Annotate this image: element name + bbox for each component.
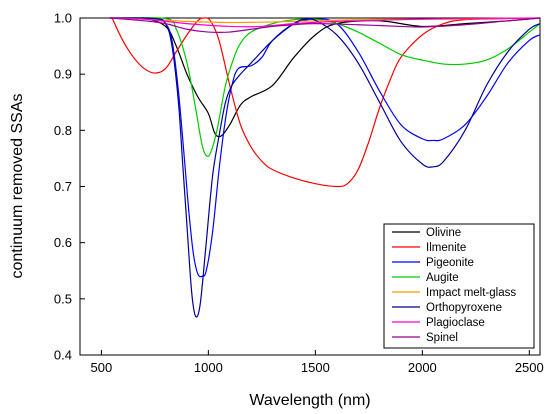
legend-items: Olivine Ilmenite Pigeonite Augite Impact mel…: [392, 227, 516, 344]
x-tick-label: 1000: [194, 360, 223, 375]
axis-ticks: 500 1000 1500 2000 2500 0.4 0.5 0.6 0.7 0.8 0.9 1.0: [54, 11, 544, 376]
legend-label-spinel: Spinel: [426, 332, 458, 344]
y-axis-title: continuum removed SSAs: [9, 94, 26, 279]
series-line-spinel: [109, 17, 541, 33]
series-line-pigeonite: [109, 17, 541, 278]
series-line-plagioclase: [109, 17, 541, 28]
series-line-augite: [109, 16, 541, 158]
x-tick-label: 500: [91, 360, 113, 375]
x-axis-title: Wavelength (nm): [249, 392, 370, 409]
x-tick-label: 1500: [301, 360, 330, 375]
series-layer: [109, 16, 541, 318]
legend-label-plagioclase: Plagioclase: [426, 317, 485, 329]
y-tick-label: 0.7: [54, 179, 72, 194]
legend-label-olivine: Olivine: [426, 227, 461, 239]
y-tick-label: 0.9: [54, 67, 72, 82]
y-tick-label: 0.6: [54, 235, 72, 250]
series-line-olivine: [109, 17, 541, 138]
x-tick-label: 2500: [515, 360, 544, 375]
legend-label-pigeonite: Pigeonite: [426, 257, 474, 269]
legend: Olivine Ilmenite Pigeonite Augite Impact mel…: [383, 223, 535, 349]
legend-label-impact-melt-glass: Impact melt-glass: [426, 287, 516, 299]
y-tick-label: 0.5: [54, 291, 72, 306]
legend-label-orthopyroxene: Orthopyroxene: [426, 302, 502, 314]
legend-label-ilmenite: Ilmenite: [426, 242, 466, 254]
y-tick-label: 0.8: [54, 123, 72, 138]
y-tick-label: 0.4: [54, 348, 72, 363]
legend-label-augite: Augite: [426, 272, 459, 284]
legend-box: [383, 223, 535, 349]
y-tick-label: 1.0: [54, 11, 72, 26]
series-line-orthopyroxene: [109, 17, 541, 318]
x-tick-label: 2000: [408, 360, 437, 375]
series-line-ilmenite: [111, 17, 541, 188]
